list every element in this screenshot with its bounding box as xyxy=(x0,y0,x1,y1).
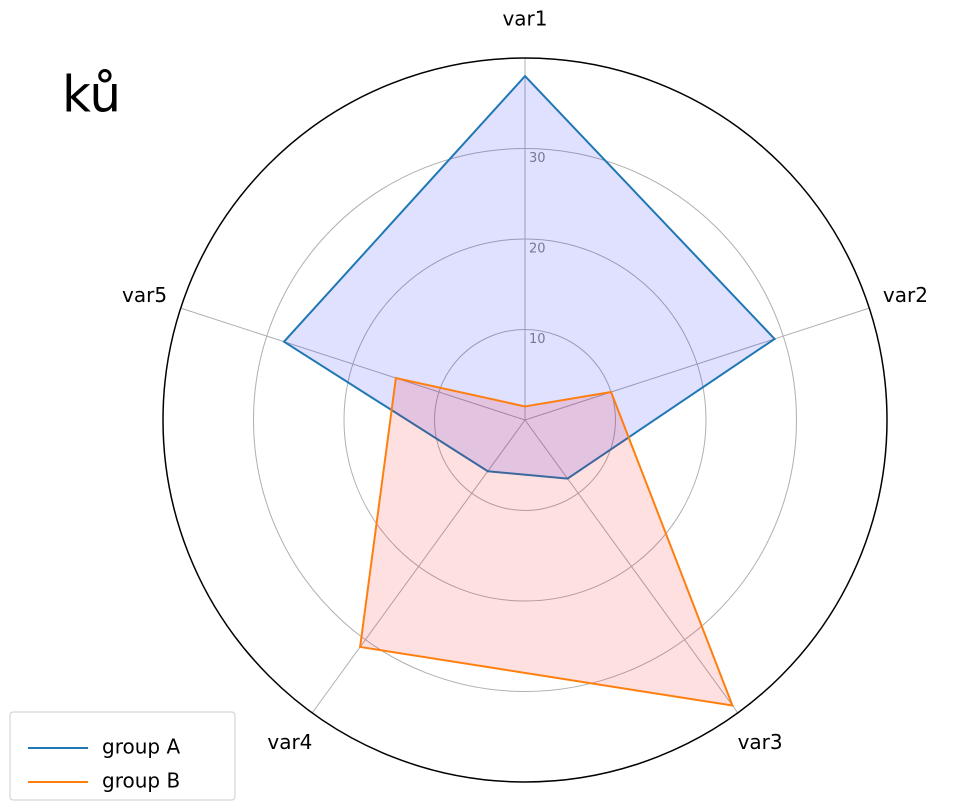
legend-label: group B xyxy=(102,769,180,793)
category-label: var2 xyxy=(883,283,928,307)
marks xyxy=(282,74,777,707)
legend: group A group B xyxy=(9,711,236,801)
legend-label: group A xyxy=(102,735,180,759)
legend-box xyxy=(9,711,236,801)
category-label: var4 xyxy=(267,730,312,754)
series-area xyxy=(282,74,777,480)
y-tick-label: 30 xyxy=(529,151,546,166)
series-area xyxy=(358,376,735,707)
y-tick-label: 10 xyxy=(529,332,546,347)
grid: var1 var2 var3 var4 var5 10 20 30 xyxy=(122,7,928,783)
chart-title: ků xyxy=(62,66,121,124)
spoke xyxy=(524,307,870,421)
outer-ring xyxy=(162,57,888,783)
y-tick-label: 20 xyxy=(529,242,546,257)
spoke xyxy=(524,419,739,714)
category-label: var5 xyxy=(122,283,167,307)
spoke xyxy=(311,419,526,714)
category-label: var3 xyxy=(738,730,783,754)
category-label: var1 xyxy=(502,7,547,31)
spoke xyxy=(180,307,526,421)
